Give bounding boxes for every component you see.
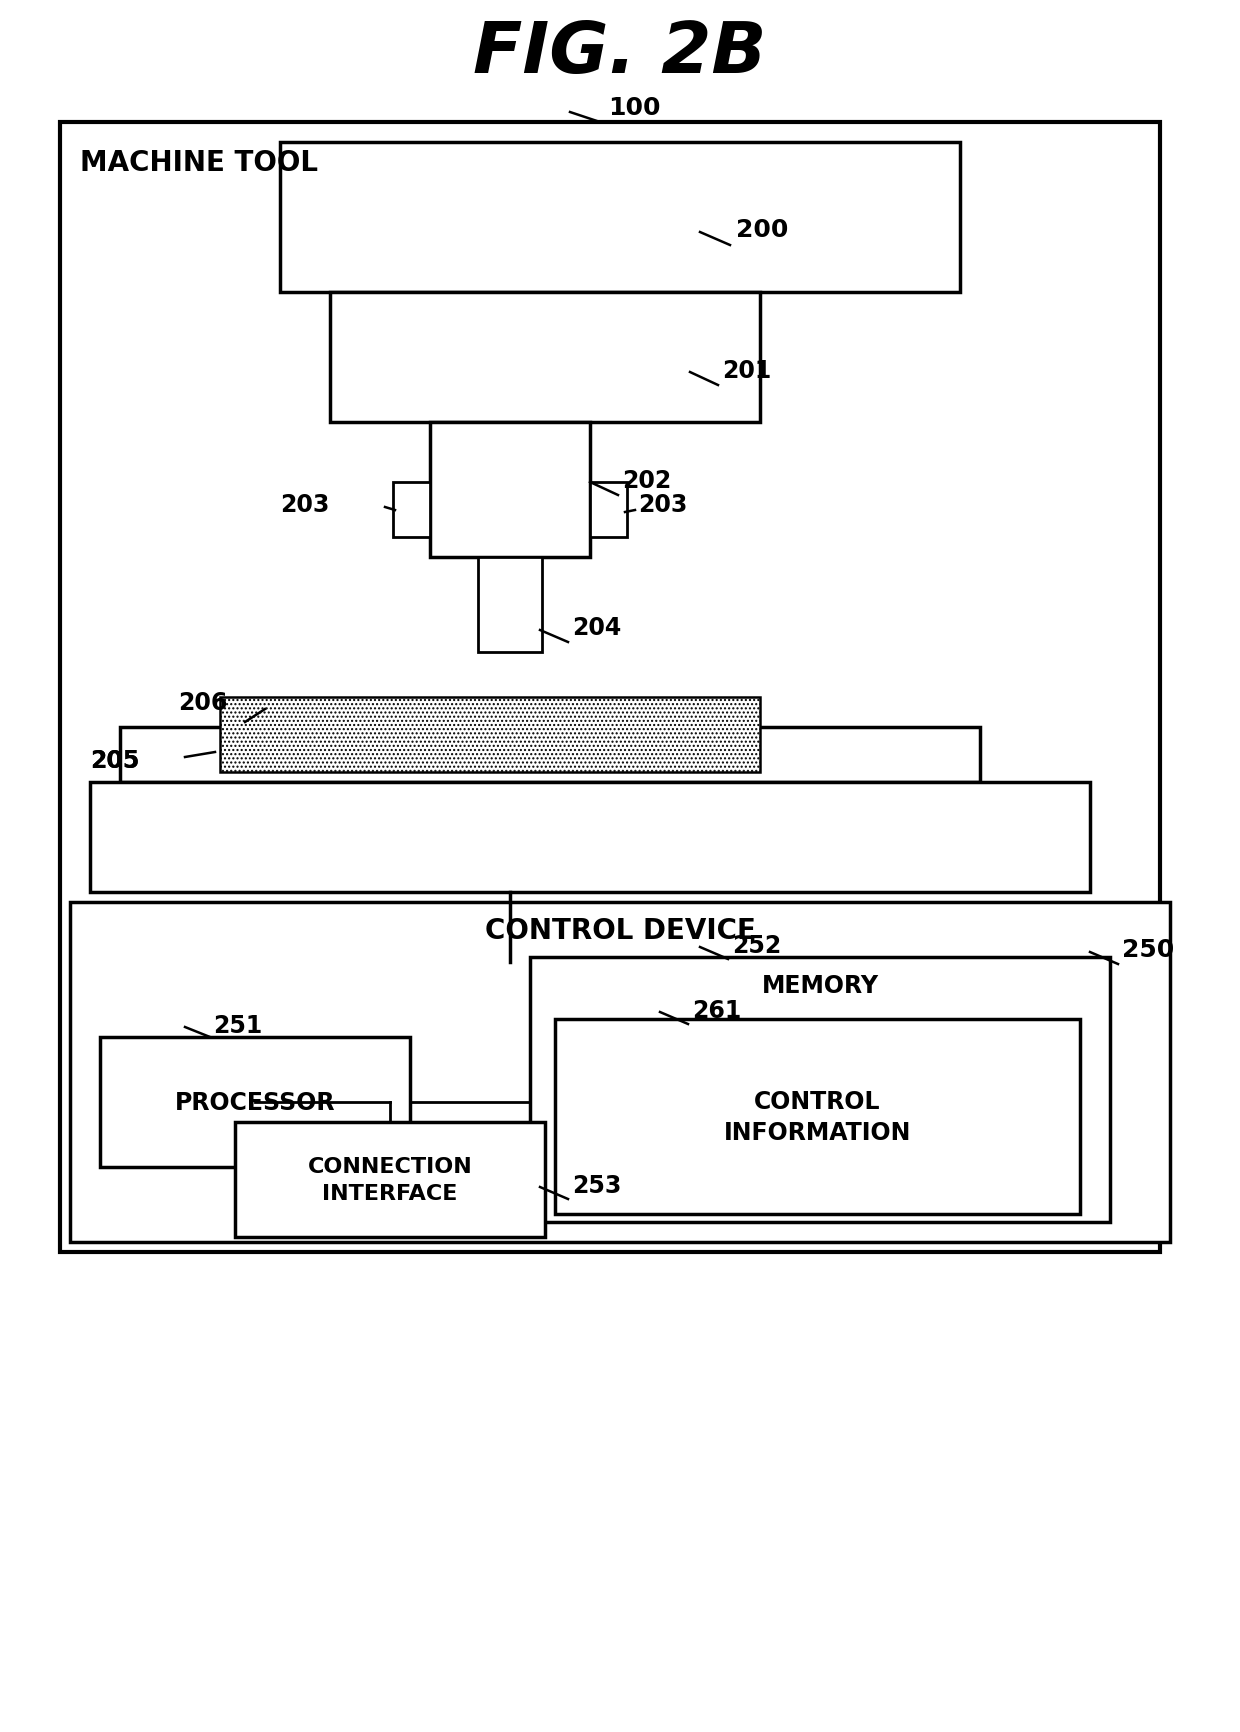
Bar xyxy=(590,483,627,537)
Text: 203: 203 xyxy=(280,492,330,516)
Text: MACHINE TOOL: MACHINE TOOL xyxy=(81,149,317,177)
Bar xyxy=(280,144,960,293)
Text: 205: 205 xyxy=(91,748,139,772)
Bar xyxy=(330,293,760,423)
Text: CONTROL DEVICE: CONTROL DEVICE xyxy=(485,916,755,944)
Text: 253: 253 xyxy=(572,1173,621,1197)
Text: 205: 205 xyxy=(91,748,139,772)
Bar xyxy=(69,902,1171,1242)
Text: 203: 203 xyxy=(639,492,687,516)
Text: MEMORY: MEMORY xyxy=(761,973,879,998)
Text: PROCESSOR: PROCESSOR xyxy=(175,1091,335,1114)
Text: 261: 261 xyxy=(692,998,742,1022)
Bar xyxy=(556,1020,1080,1214)
Text: CONTROL
INFORMATION: CONTROL INFORMATION xyxy=(724,1089,911,1145)
Bar xyxy=(219,698,760,772)
Bar xyxy=(393,483,430,537)
Text: FIG. 2B: FIG. 2B xyxy=(474,19,766,87)
Bar xyxy=(477,558,542,653)
Bar xyxy=(236,1122,546,1237)
Text: 204: 204 xyxy=(572,615,621,639)
Text: 202: 202 xyxy=(622,469,671,492)
Bar xyxy=(430,423,590,558)
Text: 100: 100 xyxy=(608,95,661,120)
Bar xyxy=(100,1037,410,1167)
Bar xyxy=(120,727,980,783)
Bar xyxy=(60,123,1159,1252)
Bar xyxy=(529,958,1110,1223)
Text: 250: 250 xyxy=(1122,937,1174,961)
Text: 251: 251 xyxy=(213,1013,262,1037)
Text: 201: 201 xyxy=(722,359,771,383)
Text: 200: 200 xyxy=(737,218,789,242)
Text: CONNECTION
INTERFACE: CONNECTION INTERFACE xyxy=(308,1157,472,1204)
Bar xyxy=(91,783,1090,892)
Text: 206: 206 xyxy=(179,691,227,715)
Text: 252: 252 xyxy=(732,934,781,958)
